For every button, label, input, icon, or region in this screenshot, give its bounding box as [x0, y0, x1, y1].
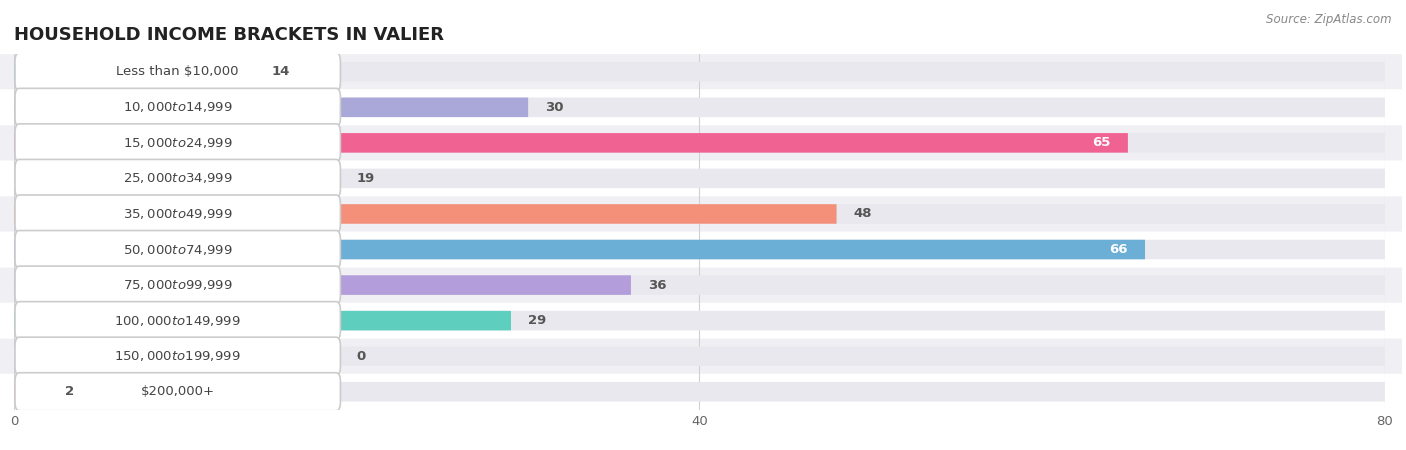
- Text: 0: 0: [357, 350, 366, 363]
- FancyBboxPatch shape: [0, 374, 1402, 410]
- Text: $25,000 to $34,999: $25,000 to $34,999: [122, 171, 232, 185]
- FancyBboxPatch shape: [15, 373, 340, 411]
- FancyBboxPatch shape: [15, 124, 340, 162]
- Text: $100,000 to $149,999: $100,000 to $149,999: [114, 314, 240, 328]
- FancyBboxPatch shape: [0, 161, 1402, 196]
- Text: $50,000 to $74,999: $50,000 to $74,999: [122, 243, 232, 256]
- FancyBboxPatch shape: [15, 53, 340, 91]
- Text: $10,000 to $14,999: $10,000 to $14,999: [122, 100, 232, 114]
- FancyBboxPatch shape: [14, 62, 254, 81]
- FancyBboxPatch shape: [14, 62, 1385, 81]
- FancyBboxPatch shape: [0, 54, 1402, 90]
- Text: Less than $10,000: Less than $10,000: [117, 65, 239, 78]
- FancyBboxPatch shape: [15, 159, 340, 198]
- FancyBboxPatch shape: [14, 169, 340, 188]
- Text: 30: 30: [546, 101, 564, 114]
- FancyBboxPatch shape: [14, 311, 1385, 330]
- Text: 36: 36: [648, 279, 666, 292]
- FancyBboxPatch shape: [15, 302, 340, 340]
- FancyBboxPatch shape: [0, 196, 1402, 232]
- FancyBboxPatch shape: [15, 88, 340, 126]
- Text: 29: 29: [529, 314, 547, 327]
- Text: 14: 14: [271, 65, 290, 78]
- Text: $15,000 to $24,999: $15,000 to $24,999: [122, 136, 232, 150]
- FancyBboxPatch shape: [14, 204, 1385, 224]
- Text: 48: 48: [853, 207, 872, 220]
- Text: 65: 65: [1092, 136, 1111, 149]
- FancyBboxPatch shape: [14, 169, 1385, 188]
- FancyBboxPatch shape: [0, 125, 1402, 161]
- FancyBboxPatch shape: [0, 338, 1402, 374]
- FancyBboxPatch shape: [0, 90, 1402, 125]
- Text: $150,000 to $199,999: $150,000 to $199,999: [114, 349, 240, 363]
- Text: $35,000 to $49,999: $35,000 to $49,999: [122, 207, 232, 221]
- Text: $200,000+: $200,000+: [141, 385, 215, 398]
- FancyBboxPatch shape: [14, 382, 1385, 401]
- FancyBboxPatch shape: [14, 98, 1385, 117]
- Text: $75,000 to $99,999: $75,000 to $99,999: [122, 278, 232, 292]
- FancyBboxPatch shape: [14, 275, 1385, 295]
- Text: 66: 66: [1109, 243, 1128, 256]
- FancyBboxPatch shape: [15, 195, 340, 233]
- FancyBboxPatch shape: [14, 240, 1385, 259]
- FancyBboxPatch shape: [15, 266, 340, 304]
- FancyBboxPatch shape: [14, 311, 510, 330]
- FancyBboxPatch shape: [14, 98, 529, 117]
- FancyBboxPatch shape: [14, 133, 1385, 153]
- FancyBboxPatch shape: [14, 204, 837, 224]
- Text: 2: 2: [66, 385, 75, 398]
- FancyBboxPatch shape: [0, 232, 1402, 267]
- FancyBboxPatch shape: [0, 267, 1402, 303]
- FancyBboxPatch shape: [14, 275, 631, 295]
- FancyBboxPatch shape: [15, 337, 340, 375]
- Text: HOUSEHOLD INCOME BRACKETS IN VALIER: HOUSEHOLD INCOME BRACKETS IN VALIER: [14, 26, 444, 44]
- FancyBboxPatch shape: [14, 382, 48, 401]
- Text: Source: ZipAtlas.com: Source: ZipAtlas.com: [1267, 14, 1392, 27]
- FancyBboxPatch shape: [14, 346, 1385, 366]
- FancyBboxPatch shape: [15, 230, 340, 269]
- FancyBboxPatch shape: [14, 240, 1144, 259]
- FancyBboxPatch shape: [14, 133, 1128, 153]
- FancyBboxPatch shape: [0, 303, 1402, 338]
- Text: 19: 19: [357, 172, 375, 185]
